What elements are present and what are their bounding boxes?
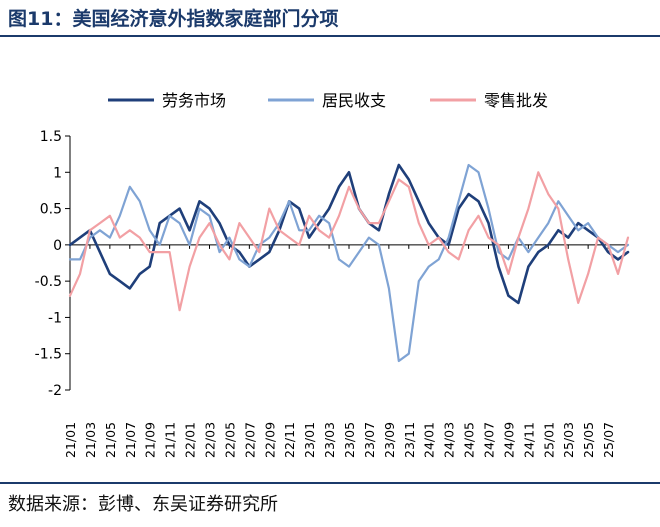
legend-label-2: 居民收支 xyxy=(322,91,386,110)
x-tick-label: 21/09 xyxy=(143,422,158,458)
x-tick-label: 22/07 xyxy=(242,422,257,458)
title-rule xyxy=(0,35,660,37)
x-tick-label: 22/11 xyxy=(282,422,297,458)
source-note: 数据来源：彭博、东吴证券研究所 xyxy=(8,494,278,515)
y-tick-label: 1.5 xyxy=(40,129,62,145)
footer-rule xyxy=(0,482,660,484)
x-tick-label: 23/07 xyxy=(362,422,377,458)
x-tick-label: 23/11 xyxy=(402,422,417,458)
x-tick-label: 21/05 xyxy=(103,422,118,458)
page-title: 图11：美国经济意外指数家庭部门分项 xyxy=(8,8,339,30)
x-tick-label: 24/11 xyxy=(521,422,536,458)
x-tick-label: 24/07 xyxy=(482,422,497,458)
x-tick-label: 21/07 xyxy=(123,422,138,458)
x-tick-label: 25/03 xyxy=(561,422,576,458)
x-tick-label: 25/05 xyxy=(581,422,596,458)
x-tick-label: 24/03 xyxy=(442,422,457,458)
series-line-2 xyxy=(68,163,630,363)
y-tick-label: 0 xyxy=(53,238,62,254)
y-tick-label: 0.5 xyxy=(40,202,62,218)
y-tick-label: -2 xyxy=(48,383,62,399)
x-tick-label: 23/03 xyxy=(322,422,337,458)
x-tick-label: 22/03 xyxy=(203,422,218,458)
y-tick-label: 1 xyxy=(53,165,62,181)
x-tick-label: 23/09 xyxy=(382,422,397,458)
x-tick-label: 22/01 xyxy=(183,422,198,458)
y-tick-label: -1 xyxy=(48,310,62,326)
x-tick-label: 24/05 xyxy=(462,422,477,458)
x-tick-label: 25/01 xyxy=(541,422,556,458)
y-tick-label: -0.5 xyxy=(35,274,62,290)
line-chart: 1.5 1 0.5 0 -0.5 -1 -1.5 -2 21/01 21/03 21/05 21/07… xyxy=(35,91,630,458)
x-tick-label: 24/01 xyxy=(422,422,437,458)
x-tick-label: 25/07 xyxy=(601,422,616,458)
legend-label-1: 劳务市场 xyxy=(162,91,226,110)
x-tick-label: 21/01 xyxy=(63,422,78,458)
x-tick-label: 21/03 xyxy=(83,422,98,458)
x-tick-label: 22/05 xyxy=(222,422,237,458)
legend-label-3: 零售批发 xyxy=(484,91,548,110)
series-line-1 xyxy=(68,163,630,305)
x-tick-label: 23/01 xyxy=(302,422,317,458)
series-line-3 xyxy=(68,171,630,312)
x-tick-label: 23/05 xyxy=(342,422,357,458)
x-tick-label: 21/11 xyxy=(163,422,178,458)
x-tick-label: 24/09 xyxy=(501,422,516,458)
x-tick-label: 22/09 xyxy=(262,422,277,458)
y-tick-label: -1.5 xyxy=(35,347,62,363)
